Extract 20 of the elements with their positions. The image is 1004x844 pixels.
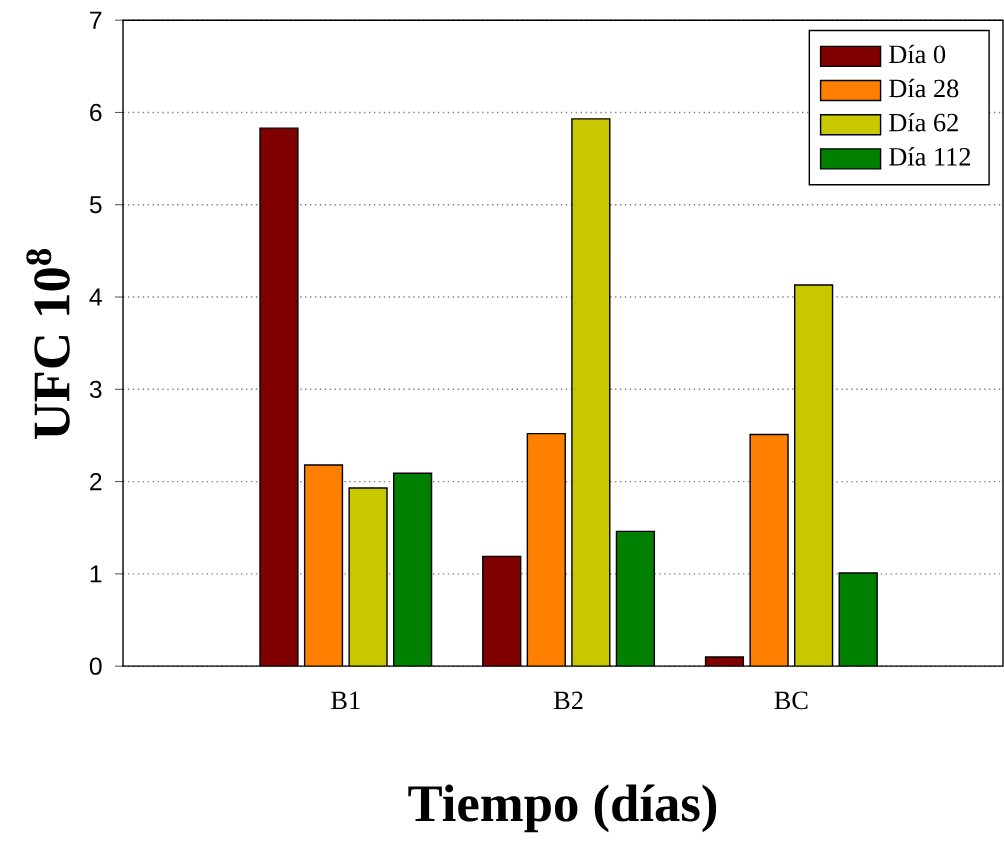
bar — [615, 530, 656, 667]
y-tick-label: 4 — [89, 288, 102, 306]
y-tick-label: 2 — [90, 473, 102, 491]
legend-label: Día 112 — [889, 147, 971, 166]
y-tick-label: 3 — [89, 380, 102, 399]
x-axis-title: Tiempo (días) — [408, 784, 717, 833]
y-tick-label: 7 — [90, 11, 102, 29]
bar — [392, 472, 433, 667]
y-tick-label: 6 — [90, 103, 102, 122]
y-tick-label: 0 — [89, 657, 102, 675]
bar — [838, 572, 878, 667]
legend-label: Día 62 — [889, 112, 958, 132]
legend-label: Día 28 — [889, 78, 959, 98]
x-tick-label: B1 — [331, 691, 360, 710]
y-axis-title: UFC 10$^{8}$ — [26, 248, 70, 440]
x-tick-label: B2 — [553, 691, 583, 710]
y-tick-label: 5 — [89, 196, 102, 214]
y-tick-label: 1 — [90, 565, 102, 583]
legend-label: Día 0 — [889, 44, 946, 64]
x-tick-label: BC — [774, 691, 808, 710]
